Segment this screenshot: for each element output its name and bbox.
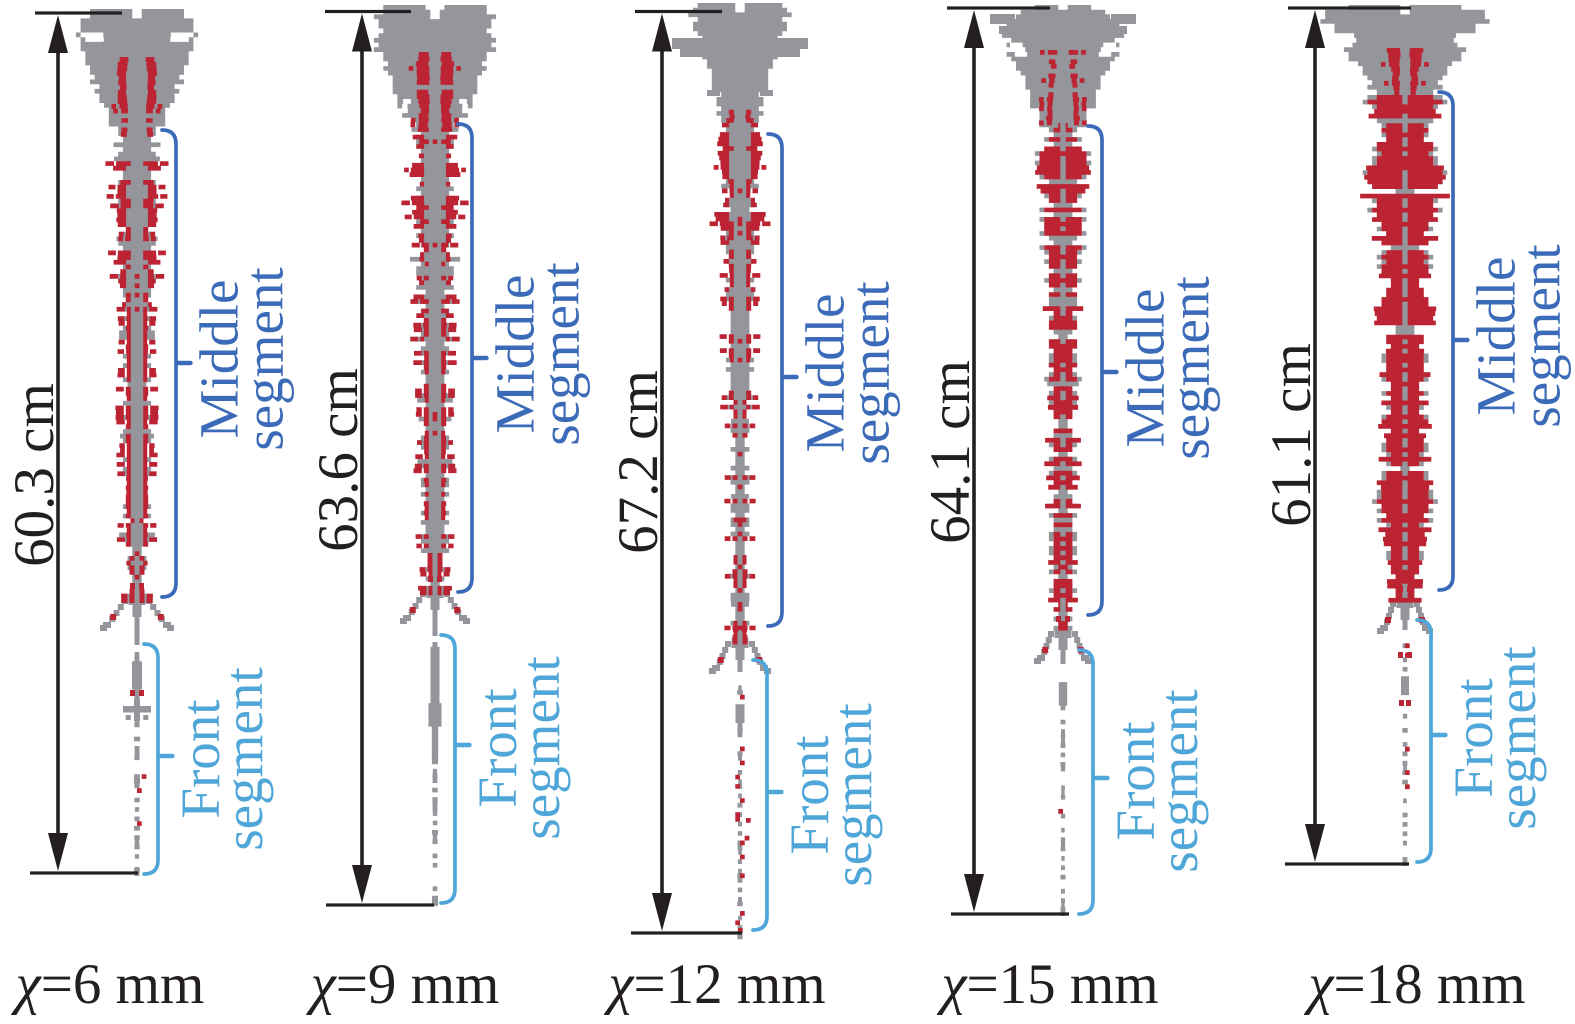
svg-text:Middle: Middle: [189, 280, 250, 439]
svg-text:63.6 cm: 63.6 cm: [307, 368, 370, 552]
svg-text:Front: Front: [1443, 678, 1504, 797]
svg-text:Middle: Middle: [485, 275, 546, 434]
svg-text:segment: segment: [1486, 646, 1547, 829]
svg-text:60.3 cm: 60.3 cm: [3, 383, 66, 567]
svg-text:Front: Front: [779, 735, 840, 854]
svg-text:segment: segment: [1148, 689, 1209, 872]
svg-text:Front: Front: [467, 688, 528, 807]
svg-text:Front: Front: [170, 699, 231, 818]
svg-text:segment: segment: [822, 703, 883, 886]
svg-text:χ=15 mm: χ=15 mm: [936, 953, 1158, 1016]
svg-text:Front: Front: [1105, 721, 1166, 840]
svg-text:segment: segment: [510, 656, 571, 839]
svg-text:segment: segment: [1511, 244, 1572, 427]
svg-text:67.2 cm: 67.2 cm: [607, 370, 670, 554]
svg-text:Middle: Middle: [1115, 289, 1176, 448]
svg-text:χ=6 mm: χ=6 mm: [11, 953, 205, 1016]
svg-text:χ=18 mm: χ=18 mm: [1303, 953, 1525, 1016]
svg-text:Middle: Middle: [1466, 257, 1527, 416]
svg-text:segment: segment: [840, 281, 901, 464]
svg-text:64.1 cm: 64.1 cm: [919, 360, 982, 544]
svg-text:χ=9 mm: χ=9 mm: [306, 953, 500, 1016]
svg-text:Middle: Middle: [795, 294, 856, 453]
svg-text:61.1 cm: 61.1 cm: [1260, 343, 1323, 527]
svg-text:segment: segment: [1160, 276, 1221, 459]
svg-text:segment: segment: [234, 267, 295, 450]
svg-text:segment: segment: [213, 667, 274, 850]
svg-text:segment: segment: [530, 262, 591, 445]
svg-text:χ=12 mm: χ=12 mm: [603, 953, 825, 1016]
